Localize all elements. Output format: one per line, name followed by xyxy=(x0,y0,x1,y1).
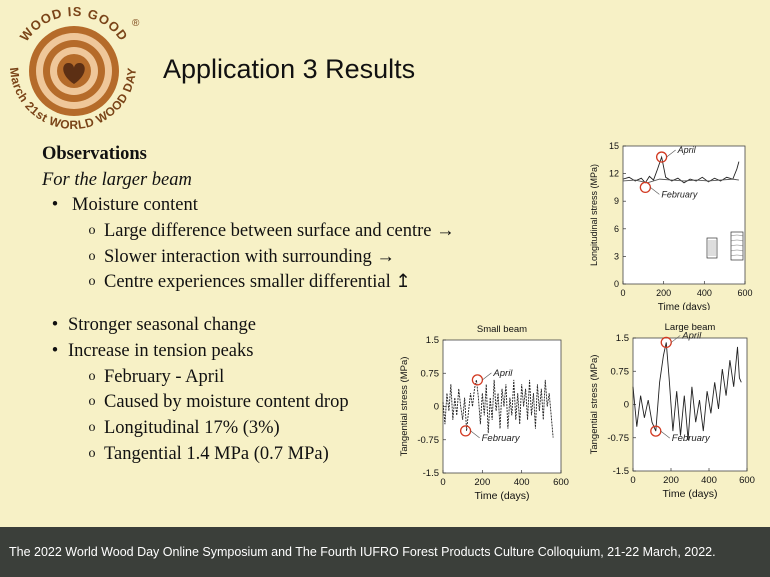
chart-title: Small beam xyxy=(477,324,527,335)
large-beam-tangential-chart: 0 200 400 600 -1.5 -0.75 0 0.75 1.5 Time (days) Ta… xyxy=(585,316,760,508)
y-tick-label: 0.75 xyxy=(421,368,440,379)
chart-svg: 0 200 400 600 0 3 6 9 12 15 Time (days) Longitudina… xyxy=(589,141,753,313)
y-axis-label: Longitudinal stress (MPa) xyxy=(589,164,599,266)
series-line xyxy=(622,178,739,184)
sub-bullet-icon: o xyxy=(88,274,96,290)
longitudinal-stress-chart: 0 200 400 600 0 3 6 9 12 15 Time (days) Longitudina… xyxy=(585,138,760,313)
x-tick-label: 400 xyxy=(701,475,717,486)
annotation-marker xyxy=(471,374,484,386)
y-tick-label: 3 xyxy=(614,251,619,261)
list-item: o Caused by moisture content drop xyxy=(42,390,455,416)
y-tick-label: -0.75 xyxy=(417,435,439,446)
chart-svg: 0 200 400 600 -1.5 -0.75 0 0.75 1.5 Time (days) Ta… xyxy=(399,324,569,502)
slide-title: Application 3 Results xyxy=(163,54,416,84)
x-axis-label: Time (days) xyxy=(662,488,717,500)
bullet-icon: • xyxy=(51,315,59,336)
y-tick-label: 0.75 xyxy=(611,366,630,377)
sub-bullet-icon: o xyxy=(88,223,96,239)
x-tick-label: 200 xyxy=(474,477,490,488)
x-tick-label: 600 xyxy=(553,477,569,488)
footer-banner: The 2022 World Wood Day Online Symposium… xyxy=(0,527,770,577)
list-item: • Stronger seasonal change xyxy=(42,313,455,339)
x-tick-label: 200 xyxy=(663,475,679,486)
annotation-label: February xyxy=(672,433,711,444)
annotation-marker xyxy=(650,425,662,437)
y-tick-label: 0 xyxy=(434,402,439,413)
annotation-leader xyxy=(666,149,676,158)
list-item: o Longitudinal 17% (3%) xyxy=(42,416,455,442)
annotation-leader xyxy=(482,372,492,381)
slide: WOOD IS GOOD March 21st WORLD WOOD DAY ®… xyxy=(4,3,760,508)
y-tick-label: 15 xyxy=(609,141,619,151)
annotation-marker xyxy=(639,181,652,194)
x-tick-label: 600 xyxy=(739,475,755,486)
list-item: o Large difference between surface and ce… xyxy=(42,219,455,245)
observations-subheading: For the larger beam xyxy=(42,169,192,190)
beam-section-icon xyxy=(706,231,744,261)
annotation-marker xyxy=(655,151,668,163)
x-tick-label: 0 xyxy=(440,477,445,488)
y-tick-label: -0.75 xyxy=(607,433,629,444)
sub-bullet-icon: o xyxy=(88,419,96,435)
annotation-leader xyxy=(671,335,681,343)
annotation-leader xyxy=(470,430,480,439)
y-tick-label: -1.5 xyxy=(423,468,439,479)
y-axis-label: Tangential stress (MPa) xyxy=(589,355,600,455)
y-tick-label: 1.5 xyxy=(426,335,439,346)
plot-area xyxy=(632,337,748,472)
bullet-icon: • xyxy=(51,195,59,216)
y-tick-label: 9 xyxy=(614,196,619,206)
chart-title: Large beam xyxy=(665,322,716,333)
x-tick-label: 0 xyxy=(630,475,635,486)
x-tick-label: 400 xyxy=(697,288,712,298)
y-tick-label: 0 xyxy=(624,400,629,411)
annotation-label: February xyxy=(661,189,698,199)
y-tick-label: 12 xyxy=(609,169,619,179)
world-wood-day-logo: WOOD IS GOOD March 21st WORLD WOOD DAY ® xyxy=(4,4,144,139)
list-item: o Slower interaction with surrounding → xyxy=(42,245,455,271)
observations-heading: Observations xyxy=(42,144,147,164)
annotation-label: April xyxy=(492,368,513,379)
y-tick-label: 0 xyxy=(614,279,619,289)
x-tick-label: 600 xyxy=(737,288,752,298)
list-item: o February - April xyxy=(42,365,455,391)
observations-text: Observations For the larger beam • Moistu… xyxy=(42,142,455,467)
y-tick-label: -1.5 xyxy=(613,466,629,477)
y-tick-label: 1.5 xyxy=(616,333,629,344)
sub-bullet-icon: o xyxy=(88,248,96,264)
annotation-leader xyxy=(660,430,670,439)
list-item: • Increase in tension peaks xyxy=(42,339,455,365)
list-item: o Tangential 1.4 MPa (0.7 MPa) xyxy=(42,442,455,468)
y-tick-label: 6 xyxy=(614,224,619,234)
series-line xyxy=(632,342,742,441)
bullet-icon: • xyxy=(51,340,59,361)
x-tick-label: 400 xyxy=(514,477,530,488)
list-item: • Moisture content xyxy=(42,193,455,219)
annotation-label: April xyxy=(677,145,697,155)
sub-bullet-icon: o xyxy=(88,394,96,410)
annotation-leader xyxy=(650,187,660,195)
small-beam-tangential-chart: 0 200 400 600 -1.5 -0.75 0 0.75 1.5 Time (days) Ta… xyxy=(395,318,575,508)
y-axis-label: Tangential stress (MPa) xyxy=(399,357,410,457)
x-tick-label: 200 xyxy=(656,288,671,298)
sub-bullet-icon: o xyxy=(88,445,96,461)
chart-svg: 0 200 400 600 -1.5 -0.75 0 0.75 1.5 Time (days) Ta… xyxy=(589,322,755,500)
annotation-label: April xyxy=(681,330,702,341)
plot-area xyxy=(622,145,746,285)
series-line xyxy=(442,379,554,438)
annotation-label: February xyxy=(482,433,521,444)
x-axis-label: Time (days) xyxy=(474,490,529,502)
plot-area xyxy=(442,339,562,474)
x-axis-label: Time (days) xyxy=(658,302,710,310)
registered-mark: ® xyxy=(132,18,140,29)
x-tick-label: 0 xyxy=(620,288,625,298)
sub-bullet-icon: o xyxy=(88,368,96,384)
list-item: o Centre experiences smaller differential… xyxy=(42,270,455,296)
